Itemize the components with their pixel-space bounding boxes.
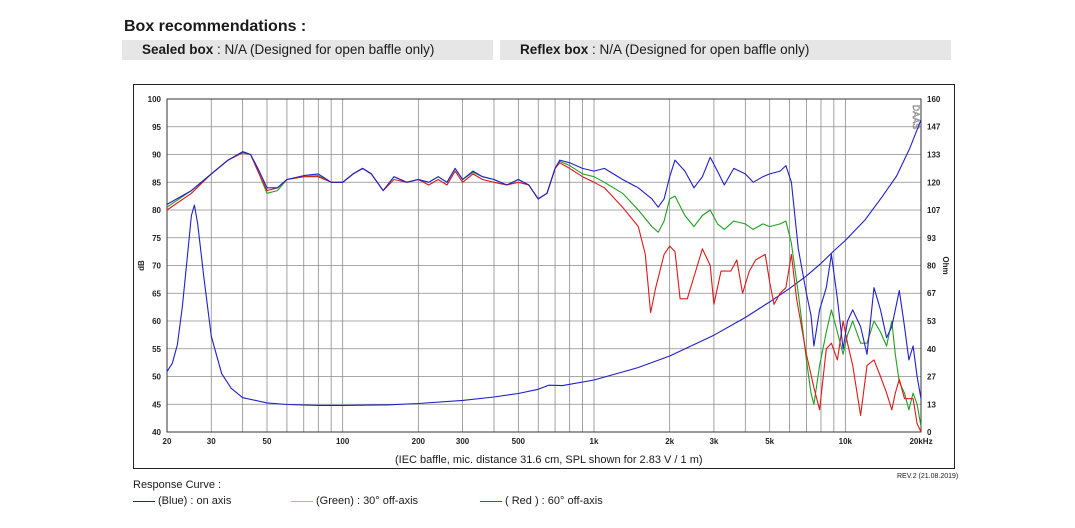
y2-tick-label: 40 bbox=[927, 345, 936, 354]
y-tick-label: 85 bbox=[152, 178, 161, 187]
sealed-box-row: Sealed box : N/A (Designed for open baff… bbox=[122, 40, 493, 60]
y2-tick-label: 67 bbox=[927, 289, 936, 298]
x-tick-label: 300 bbox=[456, 437, 470, 446]
box-recommendations-title: Box recommendations : bbox=[124, 18, 307, 35]
y2-tick-label: 107 bbox=[927, 206, 941, 215]
x-tick-label: 100 bbox=[336, 437, 350, 446]
y2-axis-label: Ohm bbox=[941, 256, 950, 274]
y2-tick-label: 120 bbox=[927, 178, 941, 187]
y2-tick-label: 160 bbox=[927, 95, 941, 104]
y-tick-label: 40 bbox=[152, 428, 161, 437]
reflex-box-value: : N/A (Designed for open baffle only) bbox=[588, 42, 810, 57]
legend-label-blue: (Blue) : on axis bbox=[158, 495, 232, 507]
y-tick-label: 45 bbox=[152, 400, 161, 409]
y-tick-label: 100 bbox=[148, 95, 162, 104]
legend-label-red: ( Red ) : 60° off-axis bbox=[505, 495, 603, 507]
legend-item-green: (Green) : 30° off-axis bbox=[291, 494, 418, 508]
plot-area-border bbox=[166, 98, 922, 433]
x-tick-label: 3k bbox=[709, 437, 718, 446]
legend-label-green: (Green) : 30° off-axis bbox=[316, 495, 419, 507]
measurement-caption: (IEC baffle, mic. distance 31.6 cm, SPL … bbox=[395, 454, 703, 466]
sealed-box-label: Sealed box bbox=[142, 42, 214, 57]
y-axis-label: dB bbox=[137, 260, 146, 271]
y-tick-label: 70 bbox=[152, 262, 161, 271]
series-line-on-axis bbox=[166, 151, 922, 399]
series-line-impedance bbox=[166, 119, 922, 406]
y2-tick-label: 93 bbox=[927, 234, 936, 243]
x-tick-label: 200 bbox=[412, 437, 426, 446]
reflex-box-label: Reflex box bbox=[520, 42, 589, 57]
response-chart-frame: 40 45 50 55 60 65 70 75 80 85 90 95 100 0 13 27 40 53 67 80… bbox=[133, 84, 955, 469]
response-chart: 40 45 50 55 60 65 70 75 80 85 90 95 100 0 13 27 40 53 67 80… bbox=[137, 95, 950, 446]
legend-swatch-green bbox=[291, 500, 313, 502]
legend-item-blue: (Blue) : on axis bbox=[133, 494, 231, 508]
legend-swatch-blue bbox=[133, 500, 155, 502]
y-tick-label: 80 bbox=[152, 206, 161, 215]
sealed-box-value: : N/A (Designed for open baffle only) bbox=[213, 42, 435, 57]
watermark-logo: DAAS bbox=[911, 105, 921, 130]
y2-tick-label: 53 bbox=[927, 317, 936, 326]
y-tick-label: 75 bbox=[152, 234, 161, 243]
y-tick-label: 95 bbox=[152, 123, 161, 132]
x-tick-label: 50 bbox=[263, 437, 272, 446]
y-tick-label: 50 bbox=[152, 373, 161, 382]
y-tick-label: 55 bbox=[152, 345, 161, 354]
x-tick-label: 500 bbox=[512, 437, 526, 446]
x-tick-label: 20kHz bbox=[909, 437, 932, 446]
y-tick-label: 90 bbox=[152, 151, 161, 160]
y-tick-label: 65 bbox=[152, 289, 161, 298]
legend-swatch-red bbox=[480, 500, 502, 502]
y2-tick-label: 133 bbox=[927, 151, 941, 160]
reflex-box-row: Reflex box : N/A (Designed for open baff… bbox=[500, 40, 951, 60]
legend-title: Response Curve : bbox=[133, 479, 222, 491]
legend-item-red: ( Red ) : 60° off-axis bbox=[480, 494, 603, 508]
y2-tick-label: 147 bbox=[927, 123, 941, 132]
x-tick-label: 1k bbox=[590, 437, 599, 446]
revision-label: REV.2 (21.08.2019) bbox=[897, 473, 959, 480]
x-tick-label: 5k bbox=[765, 437, 774, 446]
x-tick-label: 2k bbox=[665, 437, 674, 446]
series-line-30-off-axis bbox=[166, 151, 922, 427]
y2-tick-label: 80 bbox=[927, 262, 936, 271]
x-tick-label: 30 bbox=[207, 437, 216, 446]
y2-tick-label: 27 bbox=[927, 372, 936, 381]
x-tick-label: 10k bbox=[839, 437, 853, 446]
y2-tick-label: 13 bbox=[927, 400, 936, 409]
x-tick-label: 20 bbox=[163, 437, 172, 446]
y2-tick-label: 0 bbox=[927, 428, 932, 437]
y-tick-label: 60 bbox=[152, 317, 161, 326]
